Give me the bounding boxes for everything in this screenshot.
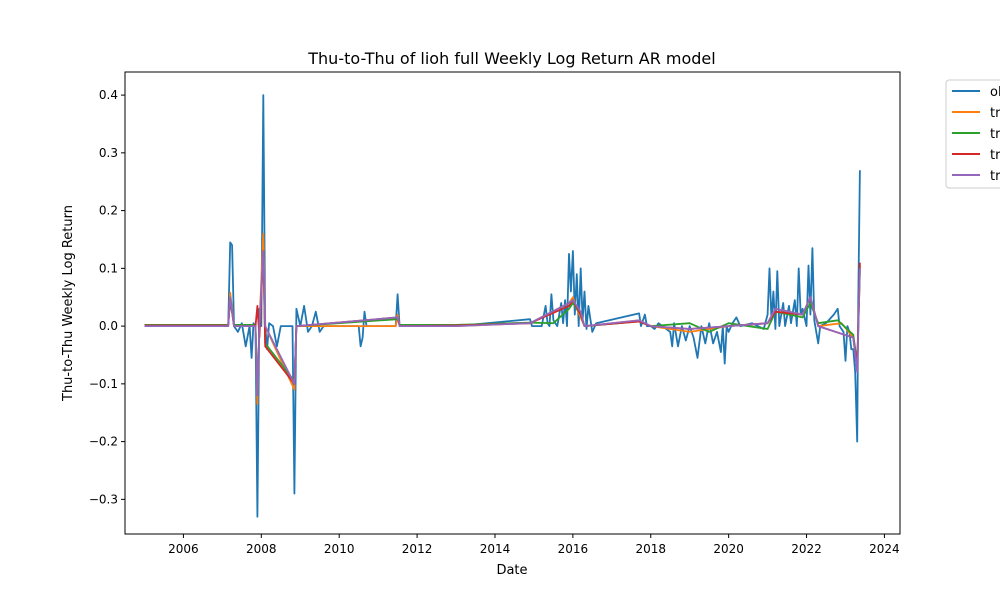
legend-label: tr: [990, 127, 1000, 142]
series-line-4: [144, 250, 861, 385]
legend-label: tr: [990, 106, 1000, 121]
x-tick-label: 2016: [558, 542, 589, 556]
x-tick-label: 2024: [869, 542, 900, 556]
x-axis-title: Date: [496, 563, 527, 578]
legend: ol tr tr tr tr: [945, 79, 1000, 189]
series-line-5: [144, 250, 861, 397]
y-tick-label: 0.1: [99, 261, 118, 275]
x-tick-label: 2022: [791, 542, 822, 556]
legend-label: ol: [990, 85, 1000, 100]
y-axis: −0.3 −0.2 −0.1 0.0 0.1 0.2 0.3 0.4: [89, 88, 125, 506]
y-axis-title: Thu-to-Thu Weekly Log Return: [61, 205, 76, 402]
y-tick-label: 0.0: [99, 319, 118, 333]
series-line-2: [144, 232, 861, 405]
plot-lines: [144, 94, 861, 518]
x-axis: 2006 2008 2010 2012 2014 2016 2018 2020 2022 2024: [168, 534, 900, 556]
x-tick-label: 2012: [402, 542, 433, 556]
x-tick-label: 2014: [480, 542, 511, 556]
y-tick-label: 0.4: [99, 88, 118, 102]
y-tick-label: −0.1: [89, 377, 118, 391]
x-tick-label: 2006: [168, 542, 199, 556]
x-tick-label: 2020: [713, 542, 744, 556]
x-tick-label: 2010: [324, 542, 355, 556]
chart-title: Thu-to-Thu of lioh full Weekly Log Retur…: [307, 49, 715, 68]
series-line-1: [144, 94, 861, 518]
y-tick-label: 0.3: [99, 146, 118, 160]
plot-frame: [124, 71, 901, 535]
x-tick-label: 2008: [246, 542, 277, 556]
y-tick-label: −0.2: [89, 435, 118, 449]
y-tick-label: 0.2: [99, 204, 118, 218]
legend-label: tr: [990, 148, 1000, 163]
legend-label: tr: [990, 169, 1000, 184]
y-tick-label: −0.3: [89, 492, 118, 506]
x-tick-label: 2018: [635, 542, 666, 556]
